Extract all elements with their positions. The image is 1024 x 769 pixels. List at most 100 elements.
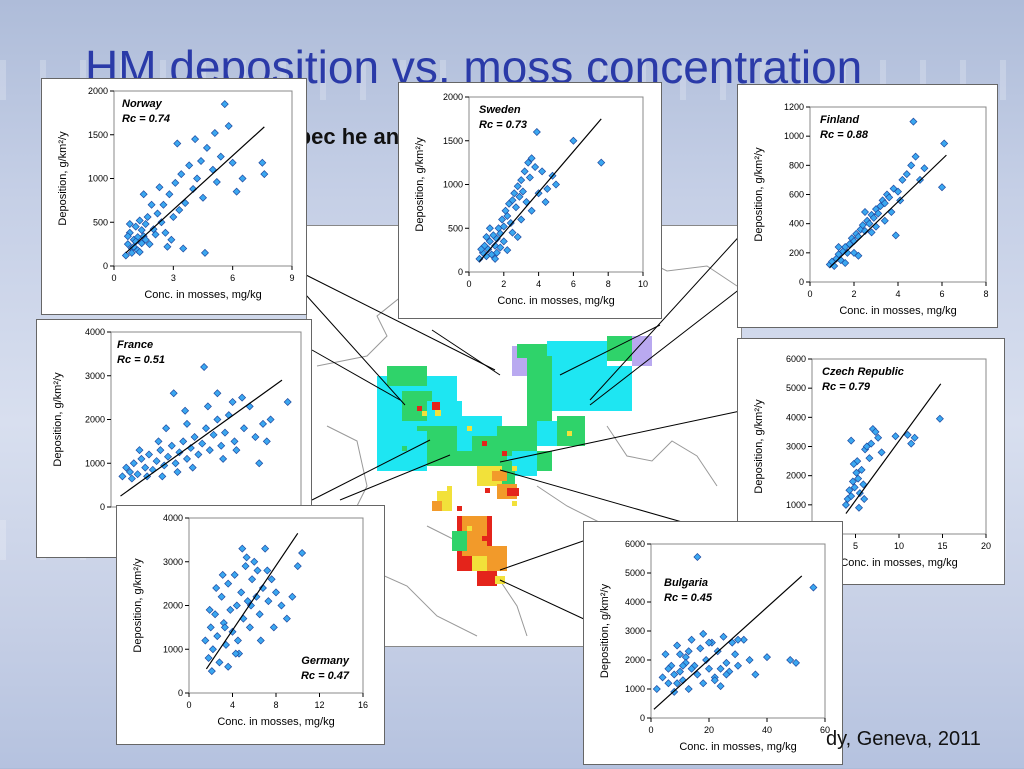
chart-norway: 0 500 1000 1500 2000 0 3 6 9 Norway Rc = 0.74 Conc.… bbox=[41, 78, 307, 315]
data-point bbox=[511, 203, 520, 212]
x-tick-label: 4 bbox=[895, 289, 900, 299]
data-point bbox=[850, 483, 859, 492]
plot-area bbox=[811, 358, 987, 535]
deposition-cell bbox=[457, 506, 462, 511]
x-tick-label: 0 bbox=[186, 700, 191, 710]
data-point bbox=[230, 570, 239, 579]
y-tick-label: 2000 bbox=[88, 86, 108, 96]
data-point bbox=[518, 187, 527, 196]
deposition-cell bbox=[477, 571, 497, 586]
data-point bbox=[131, 237, 140, 246]
data-point bbox=[246, 601, 255, 610]
x-tick-label: 8 bbox=[606, 279, 611, 289]
data-point bbox=[854, 503, 863, 512]
x-tick-label: 0 bbox=[648, 725, 653, 735]
data-point bbox=[664, 664, 673, 673]
data-point bbox=[734, 661, 742, 670]
data-point bbox=[167, 441, 176, 450]
data-point bbox=[871, 427, 880, 436]
y-tick-label: 500 bbox=[93, 217, 108, 227]
country-label: Czech Republic bbox=[822, 366, 904, 378]
y-axis-label: Deposition, g/km²/y bbox=[753, 399, 765, 494]
data-point bbox=[135, 446, 144, 455]
data-point bbox=[213, 389, 222, 398]
deposition-cell bbox=[417, 406, 422, 411]
data-point bbox=[532, 128, 541, 136]
data-point bbox=[891, 231, 900, 240]
deposition-cell bbox=[387, 366, 427, 386]
data-point bbox=[282, 614, 291, 623]
y-tick-label: 1500 bbox=[88, 130, 108, 140]
y-tick-label: 0 bbox=[640, 713, 645, 723]
data-point bbox=[173, 468, 182, 476]
data-point bbox=[217, 592, 226, 601]
data-point bbox=[482, 233, 491, 241]
deposition-cell bbox=[422, 411, 427, 416]
x-tick-label: 40 bbox=[762, 725, 772, 735]
data-point bbox=[658, 673, 667, 682]
data-point bbox=[935, 414, 944, 423]
data-point bbox=[739, 635, 748, 644]
data-point bbox=[212, 584, 221, 592]
data-point bbox=[237, 588, 246, 597]
data-point bbox=[475, 254, 484, 263]
y-tick-label: 1000 bbox=[625, 684, 645, 694]
data-point bbox=[245, 623, 254, 632]
y-axis-label: Deposition, g/km²/y bbox=[599, 583, 611, 678]
data-point bbox=[240, 424, 248, 433]
data-point bbox=[527, 206, 536, 215]
data-point bbox=[175, 206, 184, 214]
data-point bbox=[705, 664, 713, 673]
data-point bbox=[722, 670, 731, 679]
y-tick-label: 4000 bbox=[625, 597, 645, 607]
data-point bbox=[786, 656, 795, 664]
data-point bbox=[865, 219, 874, 228]
data-point bbox=[861, 208, 869, 216]
deposition-cell bbox=[452, 531, 467, 551]
data-point bbox=[267, 575, 276, 584]
country-label: Germany bbox=[301, 655, 350, 667]
data-point bbox=[125, 220, 134, 228]
data-point bbox=[264, 597, 273, 606]
x-tick-label: 2 bbox=[851, 289, 856, 299]
data-point bbox=[243, 597, 252, 606]
data-point bbox=[852, 468, 861, 477]
data-point bbox=[216, 152, 225, 161]
data-point bbox=[751, 670, 760, 679]
data-point bbox=[210, 129, 219, 137]
data-point bbox=[154, 437, 163, 446]
correlation-label: Rc = 0.79 bbox=[822, 381, 871, 393]
data-point bbox=[165, 190, 174, 199]
x-tick-label: 16 bbox=[358, 700, 368, 710]
data-point bbox=[874, 433, 883, 442]
data-point bbox=[847, 436, 856, 445]
x-axis-label: Conc. in mosses, mg/kg bbox=[679, 741, 796, 753]
y-tick-label: 1000 bbox=[784, 131, 804, 141]
y-tick-label: 0 bbox=[178, 688, 183, 698]
data-point bbox=[118, 472, 127, 481]
data-point bbox=[272, 588, 280, 597]
data-point bbox=[880, 199, 889, 208]
plot-area bbox=[650, 543, 826, 719]
deposition-cell bbox=[467, 426, 472, 431]
data-point bbox=[298, 549, 307, 557]
data-point bbox=[141, 235, 150, 244]
x-tick-label: 60 bbox=[820, 725, 830, 735]
data-point bbox=[171, 178, 180, 187]
data-point bbox=[215, 658, 224, 667]
data-point bbox=[869, 213, 878, 222]
deposition-cell bbox=[495, 576, 505, 584]
data-point bbox=[524, 158, 533, 167]
data-point bbox=[716, 664, 725, 673]
data-point bbox=[263, 566, 272, 575]
trend-line bbox=[829, 154, 947, 268]
data-point bbox=[552, 180, 560, 189]
data-point bbox=[143, 213, 152, 221]
data-point bbox=[201, 636, 210, 645]
y-tick-label: 0 bbox=[100, 502, 105, 512]
data-point bbox=[517, 176, 526, 185]
data-point bbox=[722, 658, 731, 667]
data-point bbox=[238, 174, 247, 183]
deposition-cell bbox=[467, 526, 472, 531]
data-point bbox=[198, 439, 207, 448]
